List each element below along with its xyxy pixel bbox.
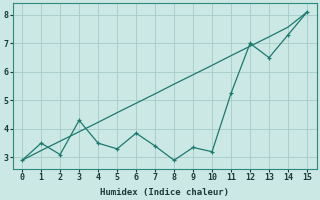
X-axis label: Humidex (Indice chaleur): Humidex (Indice chaleur) xyxy=(100,188,229,197)
